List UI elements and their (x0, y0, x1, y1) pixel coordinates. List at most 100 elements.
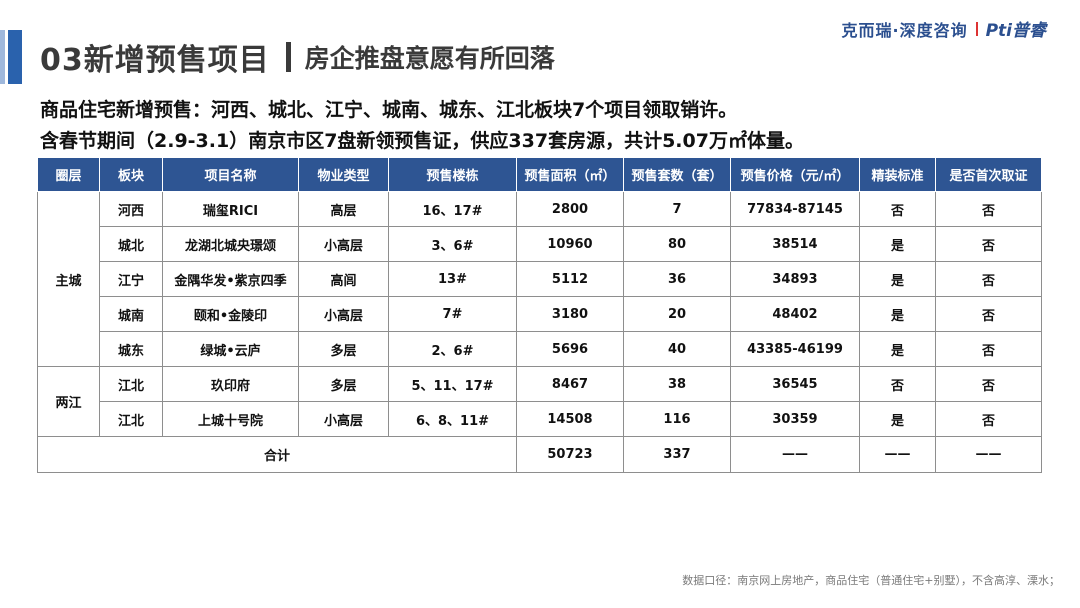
district-cell: 河西 (99, 191, 163, 227)
area-cell: 10960 (516, 226, 624, 262)
first-permit-cell: 否 (935, 261, 1042, 297)
brand-logo: 克而瑞·深度咨询 Pti普睿 (841, 16, 1046, 42)
table-row: 城北 龙湖北城央璟颂 小高层 3、6# 10960 80 38514 是 否 (38, 226, 1042, 262)
area-cell: 14508 (516, 401, 624, 437)
area-cell: 8467 (516, 366, 624, 402)
project-cell: 金隅华发•紫京四季 (162, 261, 299, 297)
buildings-cell: 5、11、17# (388, 366, 517, 402)
units-cell: 80 (623, 226, 731, 262)
district-cell: 城北 (99, 226, 163, 262)
ring-cell: 两江 (37, 366, 100, 437)
district-cell: 江宁 (99, 261, 163, 297)
first-permit-cell: 否 (935, 331, 1042, 367)
units-cell: 36 (623, 261, 731, 297)
buildings-cell: 3、6# (388, 226, 517, 262)
units-cell: 38 (623, 366, 731, 402)
type-cell: 小高层 (298, 226, 389, 262)
price-cell: 30359 (730, 401, 860, 437)
title-separator (285, 42, 291, 72)
header-finish: 精装标准 (859, 157, 936, 192)
district-cell: 江北 (99, 401, 163, 437)
header-ring: 圈层 (37, 157, 100, 192)
units-cell: 20 (623, 296, 731, 332)
units-cell: 116 (623, 401, 731, 437)
price-cell: 77834-87145 (730, 191, 860, 227)
finish-cell: 是 (859, 261, 936, 297)
price-cell: 34893 (730, 261, 860, 297)
description-line-2: 含春节期间（2.9-3.1）南京市区7盘新领预售证，供应337套房源，共计5.0… (40, 130, 804, 152)
total-units: 337 (623, 436, 731, 473)
price-cell: 43385-46199 (730, 331, 860, 367)
project-cell: 绿城•云庐 (162, 331, 299, 367)
area-cell: 3180 (516, 296, 624, 332)
finish-cell: 是 (859, 331, 936, 367)
total-label: 合计 (37, 436, 517, 473)
buildings-cell: 7# (388, 296, 517, 332)
price-cell: 38514 (730, 226, 860, 262)
brand-company: 克而瑞·深度咨询 (841, 20, 968, 40)
presale-table: 圈层 板块 项目名称 物业类型 预售楼栋 预售面积（㎡） 预售套数（套） 预售价… (37, 157, 1042, 473)
type-cell: 多层 (298, 366, 389, 402)
area-cell: 5112 (516, 261, 624, 297)
brand-mark: Pti普睿 (986, 16, 1046, 41)
header-district: 板块 (99, 157, 163, 192)
accent-bar (8, 30, 22, 84)
district-cell: 江北 (99, 366, 163, 402)
type-cell: 多层 (298, 331, 389, 367)
finish-cell: 否 (859, 191, 936, 227)
project-cell: 上城十号院 (162, 401, 299, 437)
data-source-note: 数据口径：南京网上房地产，商品住宅（普通住宅+别墅），不含高淳、溧水； (682, 574, 1060, 587)
type-cell: 高闾 (298, 261, 389, 297)
header-buildings: 预售楼栋 (388, 157, 517, 192)
first-permit-cell: 否 (935, 401, 1042, 437)
description-line-1: 商品住宅新增预售：河西、城北、江宁、城南、城东、江北板块7个项目领取销许。 (40, 99, 738, 121)
first-permit-cell: 否 (935, 226, 1042, 262)
table-row: 两江 江北 玖印府 多层 5、11、17# 8467 38 36545 否 否 (37, 366, 1042, 437)
table-row: 城东 绿城•云庐 多层 2、6# 5696 40 43385-46199 是 否 (38, 331, 1042, 367)
area-cell: 2800 (516, 191, 624, 227)
table-row: 江北 上城十号院 小高层 6、8、11# 14508 116 30359 是 否 (38, 401, 1042, 437)
header-area: 预售面积（㎡） (516, 157, 624, 192)
type-cell: 小高层 (298, 296, 389, 332)
buildings-cell: 2、6# (388, 331, 517, 367)
header-project: 项目名称 (162, 157, 299, 192)
accent-bar-light (0, 30, 5, 84)
price-cell: 36545 (730, 366, 860, 402)
logo-text: 普睿 (1012, 21, 1046, 41)
type-cell: 高层 (298, 191, 389, 227)
logo-mark: Pti (985, 21, 1012, 41)
type-cell: 小高层 (298, 401, 389, 437)
units-cell: 40 (623, 331, 731, 367)
project-cell: 颐和•金陵印 (162, 296, 299, 332)
title-sub: 房企推盘意愿有所回落 (304, 44, 555, 73)
district-cell: 城南 (99, 296, 163, 332)
title-main: 03新增预售项目 (40, 43, 270, 78)
finish-cell: 是 (859, 226, 936, 262)
district-cell: 城东 (99, 331, 163, 367)
total-area: 50723 (516, 436, 624, 473)
header-first-permit: 是否首次取证 (935, 157, 1042, 192)
price-cell: 48402 (730, 296, 860, 332)
header-units: 预售套数（套） (623, 157, 731, 192)
table-row: 主城 河西 瑞玺RICI 高层 16、17# 2800 7 77834-8714… (37, 191, 1042, 367)
brand-divider (975, 21, 978, 36)
project-cell: 玖印府 (162, 366, 299, 402)
ring-cell: 主城 (37, 191, 100, 367)
project-cell: 龙湖北城央璟颂 (162, 226, 299, 262)
first-permit-cell: 否 (935, 366, 1042, 402)
buildings-cell: 6、8、11# (388, 401, 517, 437)
page-title: 03新增预售项目 房企推盘意愿有所回落 (40, 34, 555, 80)
units-cell: 7 (623, 191, 731, 227)
total-row: 合计 50723 337 —— —— —— (37, 436, 1042, 473)
first-permit-cell: 否 (935, 191, 1042, 227)
area-cell: 5696 (516, 331, 624, 367)
finish-cell: 是 (859, 401, 936, 437)
total-finish: —— (859, 436, 936, 473)
finish-cell: 是 (859, 296, 936, 332)
header-property-type: 物业类型 (298, 157, 389, 192)
finish-cell: 否 (859, 366, 936, 402)
first-permit-cell: 否 (935, 296, 1042, 332)
buildings-cell: 13# (388, 261, 517, 297)
table-row: 城南 颐和•金陵印 小高层 7# 3180 20 48402 是 否 (38, 296, 1042, 332)
header-price: 预售价格（元/㎡） (730, 157, 860, 192)
